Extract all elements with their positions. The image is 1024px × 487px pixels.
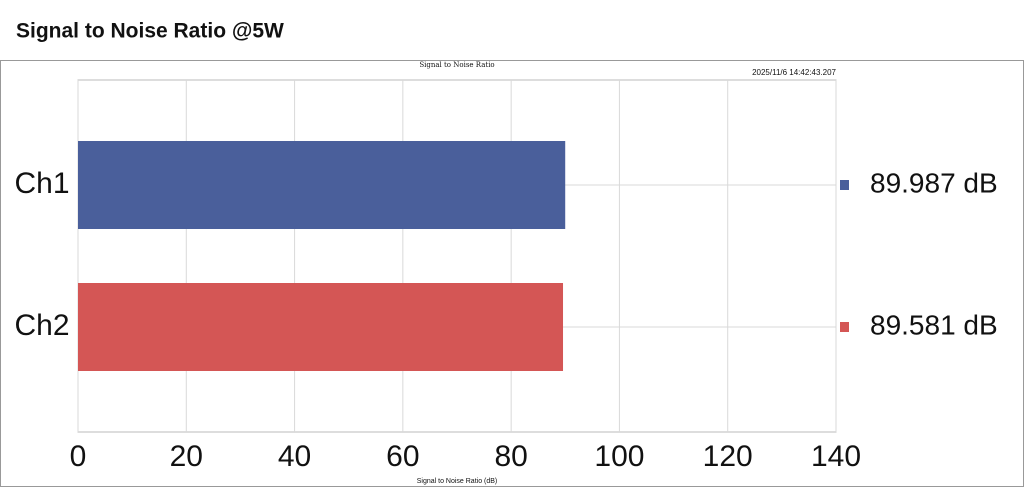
bar xyxy=(78,141,566,229)
legend-swatch xyxy=(840,180,849,190)
bar xyxy=(78,283,564,371)
y-tick-label: Ch1 xyxy=(14,167,69,200)
legend-swatch xyxy=(840,322,849,332)
y-tick-label: Ch2 xyxy=(14,309,69,342)
x-axis-label: Signal to Noise Ratio (dB) xyxy=(417,478,498,485)
x-tick-label: 20 xyxy=(170,440,203,473)
x-tick-label: 100 xyxy=(594,440,644,473)
timestamp: 2025/11/6 14:42:43.207 xyxy=(752,68,836,77)
x-tick-label: 40 xyxy=(278,440,311,473)
value-label: 89.987 dB xyxy=(870,167,998,198)
x-tick-label: 0 xyxy=(70,440,87,473)
page-heading: Signal to Noise Ratio @5W xyxy=(16,20,284,43)
plot-area xyxy=(77,79,837,433)
x-tick-label: 60 xyxy=(386,440,419,473)
chart-title: Signal to Noise Ratio xyxy=(419,61,494,69)
x-tick-label: 80 xyxy=(494,440,527,473)
x-tick-label: 140 xyxy=(811,440,861,473)
x-tick-label: 120 xyxy=(703,440,753,473)
value-label: 89.581 dB xyxy=(870,309,998,340)
